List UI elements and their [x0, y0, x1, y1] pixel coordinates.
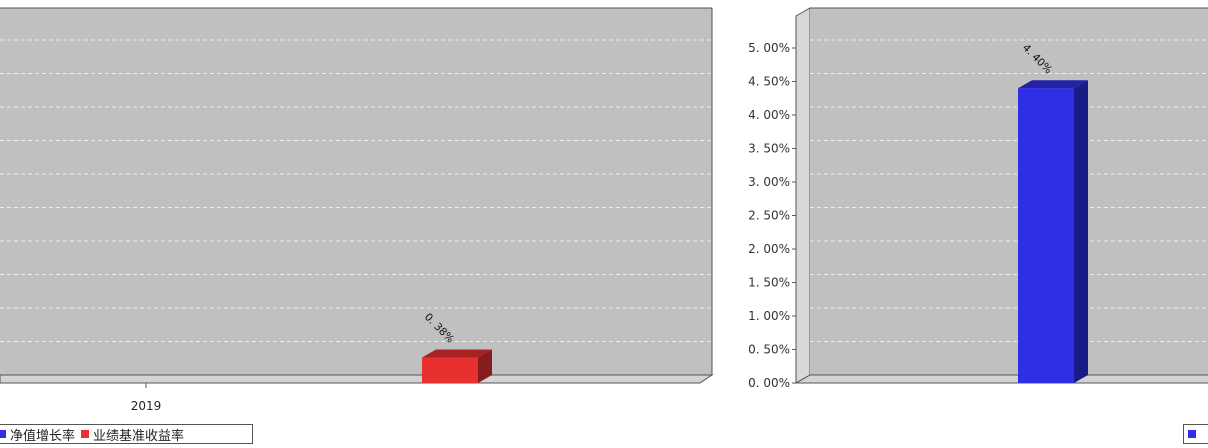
bar-nav: [1018, 88, 1074, 383]
y-tick-label: 0. 50%: [748, 343, 790, 357]
y-tick-label: 0. 00%: [748, 376, 790, 390]
y-tick-label: 4. 50%: [748, 75, 790, 89]
left-chart: 0. 38%: [0, 7, 714, 388]
legend-item-nav-right: [1188, 430, 1200, 438]
legend-swatch-nav: [0, 430, 6, 438]
right-chart: 0. 00% 0. 50% 1. 00% 1. 50% 2. 00% 2. 50% 3. 0…: [748, 7, 1208, 390]
bar-benchmark-side: [478, 349, 492, 383]
legend-left: 净值增长率 业绩基准收益率: [0, 424, 253, 444]
plot-left-wall: [795, 7, 811, 384]
legend-swatch-benchmark: [81, 430, 90, 438]
y-tick-label: 3. 50%: [748, 142, 790, 156]
legend-label-nav: 净值增长率: [10, 428, 76, 444]
legend-item-benchmark: 业绩基准收益率: [81, 425, 184, 444]
x-tick-label: 2019: [131, 399, 162, 413]
bar-benchmark-top: [422, 349, 492, 358]
y-tick-label: 4. 00%: [748, 108, 790, 122]
y-tick-label: 2. 00%: [748, 242, 790, 256]
y-tick-label: 3. 00%: [748, 175, 790, 189]
plot-floor: [794, 374, 1208, 384]
legend-swatch-nav-right: [1188, 430, 1196, 438]
plot-background: [810, 8, 1208, 375]
y-tick-label: 1. 00%: [748, 309, 790, 323]
legend-item-nav: 净值增长率: [0, 425, 75, 444]
bar-nav-top: [1018, 80, 1088, 89]
legend-right: [1183, 424, 1208, 444]
plot-floor: [0, 374, 714, 384]
y-tick-label: 5. 00%: [748, 41, 790, 55]
bar-benchmark: [422, 357, 478, 383]
y-tick-label: 1. 50%: [748, 276, 790, 290]
plot-background: [0, 8, 712, 375]
y-tick-label: 2. 50%: [748, 209, 790, 223]
bar-nav-side: [1074, 80, 1088, 383]
legend-label-benchmark: 业绩基准收益率: [93, 428, 185, 444]
